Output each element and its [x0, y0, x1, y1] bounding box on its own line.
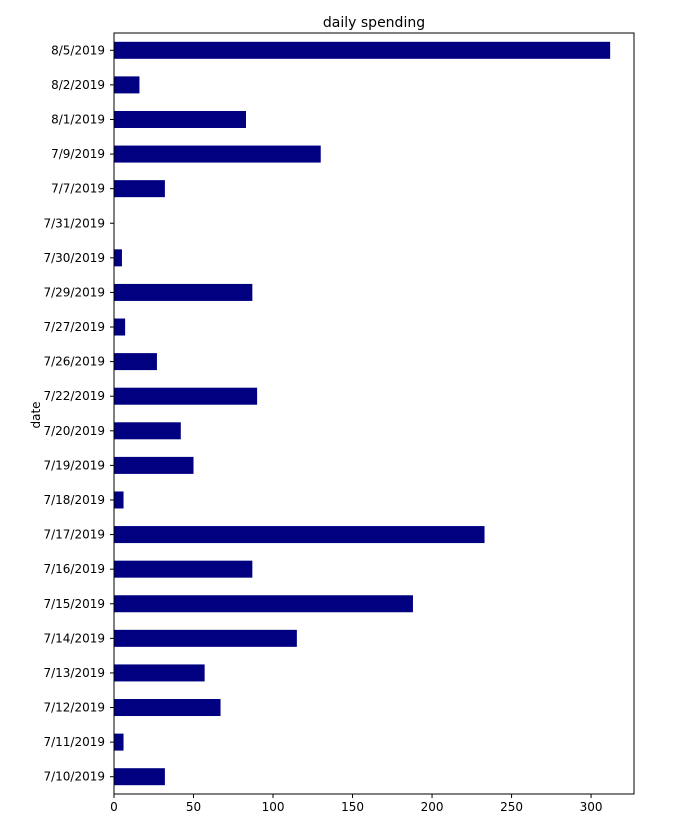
x-tick-label: 50 — [186, 800, 201, 814]
bar — [114, 491, 124, 509]
y-tick-label: 7/31/2019 — [43, 216, 105, 230]
y-tick-label: 7/10/2019 — [43, 770, 105, 784]
bar — [114, 318, 126, 336]
y-tick-label: 7/14/2019 — [43, 631, 105, 645]
y-tick-label: 7/7/2019 — [51, 182, 105, 196]
y-tick-label: 8/2/2019 — [51, 78, 105, 92]
bar — [114, 768, 165, 786]
y-tick-label: 8/1/2019 — [51, 112, 105, 126]
bar — [114, 664, 205, 682]
x-tick-label: 300 — [580, 800, 603, 814]
y-tick-label: 7/19/2019 — [43, 458, 105, 472]
bar — [114, 422, 181, 440]
bar — [114, 180, 165, 198]
y-tick-label: 7/12/2019 — [43, 701, 105, 715]
y-tick-label: 7/9/2019 — [51, 147, 105, 161]
y-tick-label: 7/11/2019 — [43, 735, 105, 749]
x-ticks-group: 0 50 100 150 200 250 300 — [110, 794, 603, 814]
bar — [114, 699, 221, 717]
x-tick-label: 150 — [341, 800, 364, 814]
x-tick-label: 100 — [262, 800, 285, 814]
bar — [114, 110, 246, 128]
y-tick-label: 7/29/2019 — [43, 285, 105, 299]
y-tick-label: 7/16/2019 — [43, 562, 105, 576]
bar — [114, 249, 122, 267]
bar — [114, 387, 258, 405]
bar — [114, 283, 253, 301]
y-tick-label: 7/22/2019 — [43, 389, 105, 403]
bar — [114, 560, 253, 578]
bar — [114, 41, 611, 59]
bar — [114, 733, 124, 751]
y-tick-label: 7/13/2019 — [43, 666, 105, 680]
bar — [114, 456, 194, 474]
y-tick-label: 7/27/2019 — [43, 320, 105, 334]
y-tick-label: 7/15/2019 — [43, 597, 105, 611]
y-tick-label: 7/30/2019 — [43, 251, 105, 265]
y-axis-title: date — [29, 401, 43, 428]
chart-title: daily spending — [323, 15, 425, 31]
x-tick-label: 200 — [421, 800, 444, 814]
y-tick-label: 8/5/2019 — [51, 43, 105, 57]
bar — [114, 76, 140, 94]
bar — [114, 526, 485, 544]
y-tick-label: 7/18/2019 — [43, 493, 105, 507]
plot-frame — [113, 32, 635, 795]
bar — [114, 145, 321, 163]
x-tick-label: 250 — [500, 800, 523, 814]
y-tick-label: 7/17/2019 — [43, 528, 105, 542]
x-tick-label: 0 — [110, 800, 118, 814]
bars-group — [114, 41, 611, 786]
bar — [114, 353, 157, 371]
bar — [114, 629, 297, 647]
y-tick-label: 7/26/2019 — [43, 355, 105, 369]
bar — [114, 595, 413, 613]
y-ticks-group: 8/5/2019 8/2/2019 8/1/2019 7/9/2019 7/7/2019… — [43, 43, 114, 784]
y-tick-label: 7/20/2019 — [43, 424, 105, 438]
